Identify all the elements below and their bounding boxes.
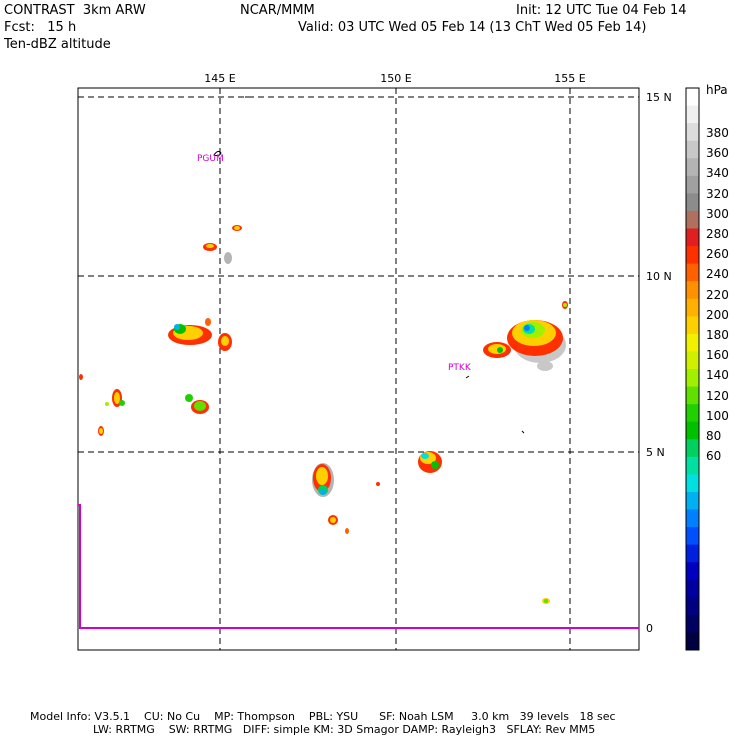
colorbar-tick-label: 360 [706, 146, 729, 161]
colorbar-tick-label: 80 [706, 429, 722, 443]
colorbar-tick-label: 300 [706, 206, 729, 221]
colorbar-swatch [686, 544, 699, 563]
colorbar-swatch [686, 491, 699, 510]
colorbar-swatch [686, 210, 699, 229]
echo-cell-west-7 [105, 389, 125, 407]
field-name: Ten-dBZ altitude [4, 37, 111, 52]
colorbar-tick-label: 200 [706, 307, 729, 322]
colorbar-swatch [686, 351, 699, 370]
colorbar-swatches [686, 88, 699, 651]
colorbar-swatch [686, 228, 699, 247]
echo-cell-west-3 [203, 243, 232, 264]
echo-cell-west-1 [168, 324, 212, 345]
islet-ptkk [465, 375, 470, 379]
colorbar-swatch [686, 597, 699, 616]
colorbar-tick-label: 260 [706, 247, 729, 262]
station-ptkk: PTKK [448, 363, 472, 373]
colorbar-tick-label: 340 [706, 166, 729, 181]
colorbar-swatch [686, 193, 699, 212]
coastlines [213, 96, 525, 434]
colorbar-tick-label: 100 [706, 408, 729, 423]
forecast-hour: Fcst: 15 h [4, 20, 77, 35]
colorbar-tick-label: 240 [706, 267, 729, 282]
colorbar-unit: hPa [706, 83, 728, 97]
echo-cell-west-2 [218, 333, 232, 351]
colorbar-swatch [686, 123, 699, 142]
guam-outline [213, 150, 222, 157]
colorbar-tick-label: 380 [706, 126, 729, 140]
lat-label-5n: 5 N [646, 446, 665, 459]
colorbar-swatch [686, 175, 699, 194]
echo-cell-east-1 [507, 320, 566, 363]
echo-cell-west-6 [185, 394, 209, 414]
lat-label-15n: 15 N [646, 91, 672, 104]
echo-cell-west-4 [232, 225, 242, 231]
colorbar-swatch [686, 281, 699, 300]
colorbar-swatch [686, 632, 699, 651]
domain-boundary [78, 504, 639, 629]
echo-cell-east-3 [562, 301, 568, 309]
echo-cells [79, 225, 568, 604]
echo-cell-central-3 [345, 528, 349, 534]
colorbar-swatch [686, 369, 699, 388]
lat-label-10n: 10 N [646, 270, 672, 283]
colorbar-tick-label: 180 [706, 328, 729, 342]
echo-cell-central-1 [312, 463, 334, 497]
echo-cell-east-5 [542, 598, 550, 604]
colorbar-swatch [686, 474, 699, 493]
colorbar-swatch [686, 562, 699, 581]
echo-cell-edge [79, 374, 83, 380]
colorbar-swatch [686, 88, 699, 107]
colorbar-tick-label: 140 [706, 368, 729, 383]
colorbar-swatch [686, 298, 699, 317]
echo-cell-east-2 [483, 342, 511, 358]
lon-label-150e: 150 E [380, 72, 411, 85]
echo-cell-central-5 [418, 451, 442, 473]
islet-east [521, 430, 525, 434]
colorbar-swatch [686, 158, 699, 177]
colorbar-tick-label: 280 [706, 227, 729, 241]
colorbar-tick-label: 60 [706, 449, 722, 464]
lat-label-0: 0 [646, 622, 653, 635]
model-info-line2: LW: RRTMG SW: RRTMG DIFF: simple KM: 3D … [30, 723, 596, 736]
colorbar-frame [685, 87, 700, 651]
valid-time: Valid: 03 UTC Wed 05 Feb 14 (13 ChT Wed … [298, 20, 647, 35]
colorbar-swatch [686, 509, 699, 528]
echo-cell-west-8 [98, 426, 104, 436]
colorbar-tick-label: 160 [706, 348, 729, 363]
echo-cell-central-2 [328, 515, 338, 525]
source-label: NCAR/MMM [240, 3, 315, 18]
colorbar-swatch [686, 579, 699, 598]
colorbar-tick-label: 120 [706, 388, 729, 403]
colorbar-swatch [686, 105, 699, 124]
colorbar-swatch [686, 614, 699, 633]
station-pgum: PGUM [197, 154, 224, 164]
colorbar-tick-label: 320 [706, 186, 729, 201]
colorbar-swatch [686, 439, 699, 458]
model-info-line1: Model Info: V3.5.1 CU: No Cu MP: Thompso… [30, 710, 616, 723]
gridlines [78, 88, 639, 650]
echo-cell-east-4 [537, 361, 553, 371]
colorbar-swatch [686, 140, 699, 159]
colorbar-swatch [686, 246, 699, 265]
echo-cell-west-5 [205, 318, 211, 326]
lon-label-145e: 145 E [204, 72, 235, 85]
lon-label-155e: 155 E [554, 72, 585, 85]
colorbar-swatch [686, 333, 699, 352]
echo-cell-central-4 [376, 482, 380, 486]
colorbar-swatch [686, 316, 699, 335]
colorbar [685, 87, 700, 651]
colorbar-swatch [686, 527, 699, 546]
colorbar-tick-label: 220 [706, 287, 729, 302]
init-time: Init: 12 UTC Tue 04 Feb 14 [516, 3, 687, 18]
colorbar-swatch [686, 404, 699, 423]
colorbar-swatch [686, 263, 699, 282]
colorbar-swatch [686, 421, 699, 440]
colorbar-swatch [686, 386, 699, 405]
model-title: CONTRAST 3km ARW [4, 3, 146, 18]
map-frame [77, 87, 640, 651]
colorbar-swatch [686, 456, 699, 475]
